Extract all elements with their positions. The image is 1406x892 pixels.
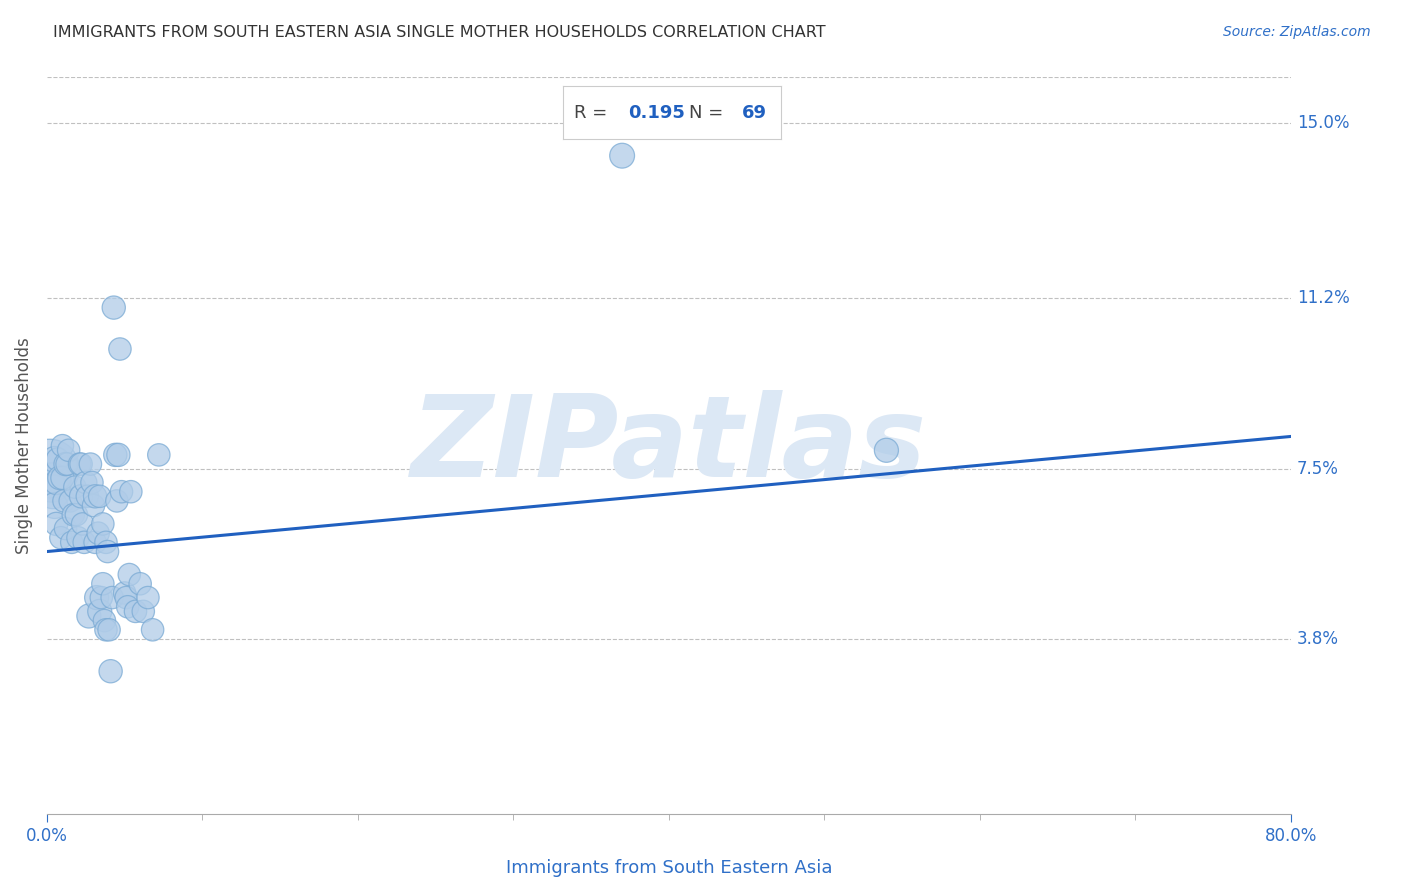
Point xyxy=(51,471,73,485)
Text: IMMIGRANTS FROM SOUTH EASTERN ASIA SINGLE MOTHER HOUSEHOLDS CORRELATION CHART: IMMIGRANTS FROM SOUTH EASTERN ASIA SINGL… xyxy=(53,25,827,40)
Point xyxy=(39,461,62,475)
Point xyxy=(76,489,98,503)
Point xyxy=(77,609,100,624)
Point xyxy=(136,591,159,605)
Point xyxy=(87,526,110,541)
Point xyxy=(65,508,87,522)
Point xyxy=(86,591,108,605)
Text: 3.8%: 3.8% xyxy=(1296,630,1339,648)
Point xyxy=(55,457,77,471)
Point xyxy=(46,452,69,467)
Text: ZIPatlas: ZIPatlas xyxy=(411,390,927,501)
Point xyxy=(84,535,107,549)
Point xyxy=(124,604,146,618)
Point xyxy=(70,457,93,471)
Point xyxy=(60,535,83,549)
Point xyxy=(148,448,170,462)
Point xyxy=(80,475,103,490)
Point xyxy=(610,149,633,163)
Point xyxy=(55,522,77,536)
Point xyxy=(108,342,131,356)
Point xyxy=(91,516,114,531)
Point xyxy=(58,443,80,458)
Text: 15.0%: 15.0% xyxy=(1296,114,1350,133)
Point xyxy=(132,604,155,618)
Y-axis label: Single Mother Households: Single Mother Households xyxy=(15,337,32,554)
X-axis label: Immigrants from South Eastern Asia: Immigrants from South Eastern Asia xyxy=(506,859,832,877)
Point xyxy=(103,301,125,315)
Point xyxy=(89,489,111,503)
Point xyxy=(89,604,111,618)
Point xyxy=(91,576,114,591)
Point xyxy=(142,623,165,637)
Point xyxy=(94,623,117,637)
Point xyxy=(75,475,97,490)
Point xyxy=(69,457,91,471)
Point xyxy=(120,484,142,499)
Point xyxy=(56,457,79,471)
Text: 11.2%: 11.2% xyxy=(1296,289,1350,308)
Point xyxy=(41,475,63,490)
Point xyxy=(70,489,93,503)
Point xyxy=(51,439,73,453)
Text: Source: ZipAtlas.com: Source: ZipAtlas.com xyxy=(1223,25,1371,39)
Point xyxy=(107,448,129,462)
Point xyxy=(114,586,136,600)
Point xyxy=(73,535,96,549)
Point xyxy=(96,544,118,558)
Point xyxy=(100,664,122,678)
Point xyxy=(45,516,67,531)
Point xyxy=(42,484,65,499)
Point xyxy=(90,591,112,605)
Point xyxy=(79,457,101,471)
Point xyxy=(104,448,127,462)
Point xyxy=(875,443,897,458)
Point xyxy=(59,494,82,508)
Point xyxy=(45,475,67,490)
Point xyxy=(66,531,89,545)
Point xyxy=(63,480,86,494)
Point xyxy=(110,484,132,499)
Point xyxy=(48,471,70,485)
Point xyxy=(83,499,105,513)
Point xyxy=(93,614,115,628)
Point xyxy=(44,452,66,467)
Point xyxy=(98,623,121,637)
Point xyxy=(44,499,66,513)
Point xyxy=(94,535,117,549)
Point xyxy=(129,576,152,591)
Point xyxy=(101,591,124,605)
Point xyxy=(72,516,94,531)
Point xyxy=(117,599,139,614)
Point xyxy=(115,591,138,605)
Point xyxy=(84,489,107,503)
Point xyxy=(118,567,141,582)
Text: 7.5%: 7.5% xyxy=(1296,459,1339,478)
Point xyxy=(53,494,76,508)
Point xyxy=(62,508,84,522)
Point xyxy=(49,531,72,545)
Point xyxy=(105,494,128,508)
